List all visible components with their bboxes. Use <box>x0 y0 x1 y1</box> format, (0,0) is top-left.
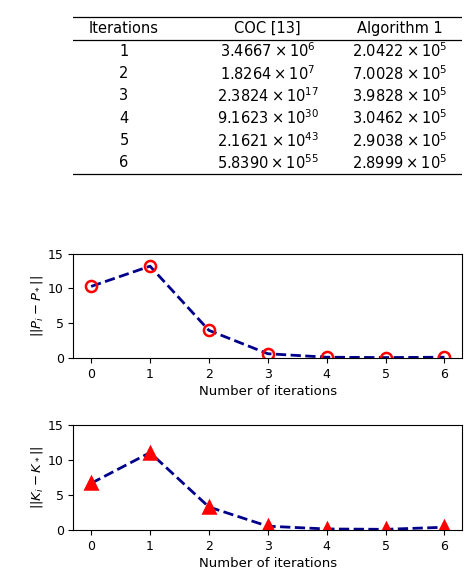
Text: $1.8264 \times 10^{7}$: $1.8264 \times 10^{7}$ <box>220 64 315 83</box>
Text: $2.0422 \times 10^{5}$: $2.0422 \times 10^{5}$ <box>352 42 448 60</box>
Text: $3.4667 \times 10^{6}$: $3.4667 \times 10^{6}$ <box>220 42 316 60</box>
Text: $9.1623 \times 10^{30}$: $9.1623 \times 10^{30}$ <box>217 109 319 127</box>
Y-axis label: $||P_i - P_*||$: $||P_i - P_*||$ <box>29 275 45 337</box>
X-axis label: Number of iterations: Number of iterations <box>199 385 337 398</box>
Text: $3.0462 \times 10^{5}$: $3.0462 \times 10^{5}$ <box>352 109 448 127</box>
Text: Algorithm 1: Algorithm 1 <box>357 21 443 36</box>
Text: $2.3824 \times 10^{17}$: $2.3824 \times 10^{17}$ <box>217 87 319 105</box>
Text: Iterations: Iterations <box>89 21 159 36</box>
Text: 2: 2 <box>119 66 128 81</box>
Text: $2.8999 \times 10^{5}$: $2.8999 \times 10^{5}$ <box>352 154 447 172</box>
Text: $2.9038 \times 10^{5}$: $2.9038 \times 10^{5}$ <box>352 131 448 150</box>
Text: 1: 1 <box>119 44 128 58</box>
Y-axis label: $||K_i - K_*||$: $||K_i - K_*||$ <box>29 446 45 509</box>
Text: $3.9828 \times 10^{5}$: $3.9828 \times 10^{5}$ <box>352 87 448 105</box>
X-axis label: Number of iterations: Number of iterations <box>199 557 337 570</box>
Text: $5.8390 \times 10^{55}$: $5.8390 \times 10^{55}$ <box>217 154 319 172</box>
Text: $2.1621 \times 10^{43}$: $2.1621 \times 10^{43}$ <box>217 131 319 150</box>
Text: $7.0028 \times 10^{5}$: $7.0028 \times 10^{5}$ <box>352 64 448 83</box>
Text: 6: 6 <box>119 155 128 170</box>
Text: COC [13]: COC [13] <box>235 21 301 36</box>
Text: 4: 4 <box>119 111 128 125</box>
Text: 5: 5 <box>119 133 128 148</box>
Text: 3: 3 <box>119 88 128 103</box>
